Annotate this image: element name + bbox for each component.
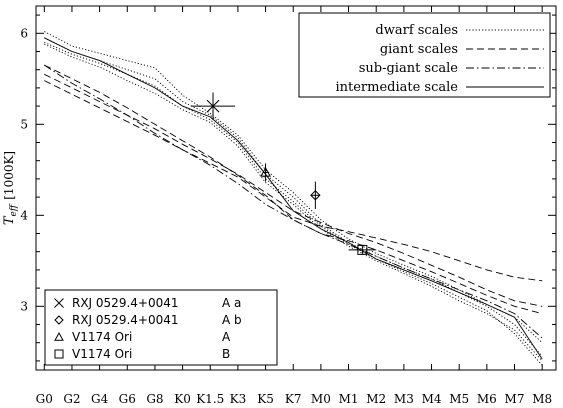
y-tick-label: 5 xyxy=(20,117,28,131)
x-tick-label: G4 xyxy=(91,392,109,406)
star-legend-component: A b xyxy=(222,313,242,327)
legend-entry-label: giant scales xyxy=(380,42,458,57)
x-tick-label: G2 xyxy=(63,392,80,406)
y-tick-label: 4 xyxy=(20,208,28,222)
svg-text:Teff[1000K]: Teff [1000K] xyxy=(2,151,19,225)
y-axis-label: Teff [1000K] xyxy=(2,151,19,225)
x-tick-label: K3 xyxy=(230,392,247,406)
series-line-sub-giant xyxy=(44,64,543,339)
y-axis-label-main: T xyxy=(2,215,17,225)
star-legend-component: B xyxy=(222,347,230,361)
x-tick-label: G8 xyxy=(146,392,163,406)
series-legend-box xyxy=(298,12,551,98)
x-tick-label: M3 xyxy=(394,392,414,406)
series-line-giant xyxy=(44,64,543,315)
y-axis-label-unit: [1000K] xyxy=(2,151,16,200)
y-axis-label-sub: eff xyxy=(9,203,19,216)
plot-frame xyxy=(35,5,557,371)
x-tick-label: G0 xyxy=(36,392,53,406)
x-tick-label: M5 xyxy=(449,392,469,406)
x-tick-label: M8 xyxy=(532,392,552,406)
marker-diamond xyxy=(310,190,321,201)
x-tick-label: K1.5 xyxy=(196,392,224,406)
star-legend-name: RXJ 0529.4+0041 xyxy=(72,313,179,327)
marker-x xyxy=(206,99,220,113)
y-tick-label: 6 xyxy=(20,26,28,40)
series-line-dwarf xyxy=(44,41,543,366)
x-tick-label: M0 xyxy=(311,392,331,406)
series-legend: dwarf scales giant scales sub-giant scale i… xyxy=(298,12,551,98)
x-tick-label: K5 xyxy=(257,392,274,406)
x-tick-label: M4 xyxy=(422,392,442,406)
star-points xyxy=(190,92,377,255)
series-line-dwarf xyxy=(44,43,543,362)
series-line-intermediate xyxy=(44,37,543,360)
star-point-triangle xyxy=(260,163,271,182)
x-tick-label: M2 xyxy=(366,392,386,406)
legend-entry-label: intermediate scale xyxy=(335,80,458,95)
star-point-diamond xyxy=(310,181,321,209)
legend-entry-label: dwarf scales xyxy=(375,23,458,38)
legend-marker-diamond xyxy=(54,315,64,325)
series-line-dwarf xyxy=(44,31,543,344)
x-tick-label: K7 xyxy=(285,392,302,406)
star-legend-component: A xyxy=(222,330,231,344)
marker-triangle xyxy=(260,167,271,177)
legend-marker-square xyxy=(54,349,64,359)
series-line-giant xyxy=(44,73,543,307)
star-point-x xyxy=(190,92,236,120)
x-tick-label: M1 xyxy=(339,392,359,406)
marker-square xyxy=(357,244,368,255)
star-legend-component: A a xyxy=(222,296,241,310)
star-point-square xyxy=(348,244,377,255)
x-tick-label: M6 xyxy=(477,392,497,406)
series-line-giant xyxy=(44,80,543,282)
star-legend: RXJ 0529.4+0041 A a RXJ 0529.4+0041 A b V117… xyxy=(44,289,278,366)
y-tick-label: 3 xyxy=(20,299,28,313)
star-legend-box xyxy=(44,289,278,366)
series-curves xyxy=(44,31,543,366)
star-legend-name: V1174 Ori xyxy=(72,330,132,344)
x-tick-label: G6 xyxy=(119,392,136,406)
star-legend-name: RXJ 0529.4+0041 xyxy=(72,296,179,310)
legend-entry-label: sub-giant scale xyxy=(359,61,459,76)
x-tick-label: M7 xyxy=(505,392,525,406)
legend-marker-triangle xyxy=(54,331,64,341)
legend-marker-x xyxy=(54,298,64,308)
star-legend-name: V1174 Ori xyxy=(72,347,132,361)
x-tick-label: K0 xyxy=(174,392,191,406)
